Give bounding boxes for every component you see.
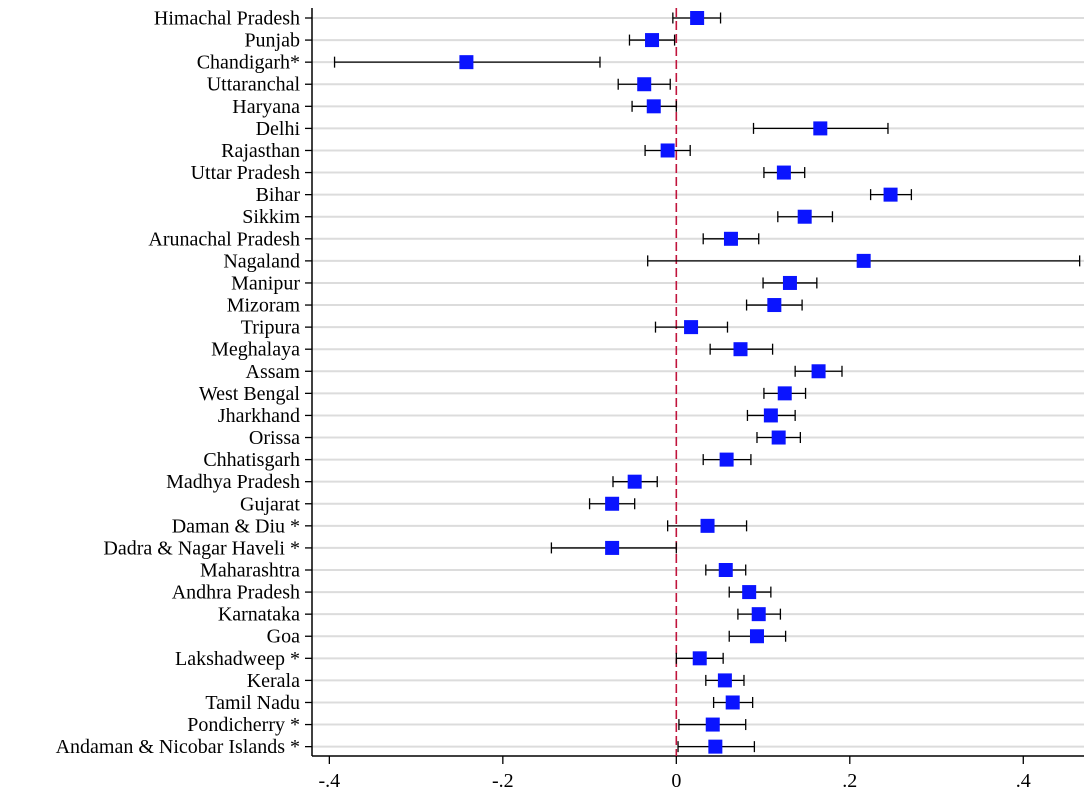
x-tick-label: -.2	[492, 770, 514, 792]
point-estimates	[459, 11, 898, 754]
category-labels: Himachal PradeshPunjabChandigarh*Uttaran…	[56, 8, 301, 759]
category-label: Nagaland	[223, 250, 300, 272]
point-estimate	[718, 563, 733, 577]
category-label: Gujarat	[240, 493, 300, 515]
x-tick-label: .4	[1016, 770, 1031, 792]
point-estimate	[725, 695, 740, 710]
category-label: Himachal Pradesh	[154, 8, 300, 30]
point-estimate	[605, 540, 620, 555]
point-estimate	[813, 121, 828, 136]
x-tick-label: 0	[671, 770, 681, 792]
point-estimate	[883, 187, 898, 202]
x-tick-label: .2	[842, 770, 857, 792]
category-label: Chandigarh*	[197, 52, 300, 74]
category-label: Mizoram	[227, 295, 301, 317]
x-tick-labels: -.4 -.2 0 .2 .4	[319, 770, 1031, 792]
category-label: Dadra & Nagar Haveli *	[103, 537, 300, 559]
category-label: Pondicherry *	[187, 714, 300, 736]
axes	[305, 8, 1084, 764]
category-label: Daman & Diu *	[172, 515, 300, 537]
category-label: Sikkim	[242, 206, 300, 228]
category-label: Jharkhand	[218, 405, 300, 427]
point-estimate	[763, 408, 778, 423]
category-label: Meghalaya	[211, 339, 300, 361]
point-estimate	[797, 209, 812, 224]
category-label: Haryana	[232, 96, 300, 118]
point-estimate	[646, 99, 661, 114]
point-estimate	[782, 275, 797, 290]
point-estimate	[749, 629, 764, 644]
category-label: Punjab	[244, 30, 300, 52]
point-estimate	[777, 386, 792, 401]
point-estimate	[723, 231, 738, 246]
category-label: West Bengal	[199, 383, 301, 405]
category-label: Bihar	[256, 184, 301, 206]
x-tick-label: -.4	[319, 770, 341, 792]
gridlines	[312, 17, 1084, 748]
point-estimate	[692, 651, 707, 666]
point-estimate	[811, 364, 826, 379]
category-label: Tripura	[241, 317, 300, 339]
point-estimate	[705, 717, 720, 732]
point-estimate	[856, 253, 871, 268]
point-estimate	[742, 585, 757, 600]
point-estimate	[645, 33, 660, 48]
category-label: Manipur	[231, 272, 300, 294]
category-label: Rajasthan	[221, 140, 300, 162]
point-estimate	[717, 673, 732, 688]
category-label: Andaman & Nicobar Islands *	[56, 736, 300, 758]
point-estimate	[637, 77, 652, 92]
category-label: Madhya Pradesh	[166, 471, 300, 493]
point-estimate	[605, 496, 620, 511]
category-label: Uttaranchal	[207, 74, 301, 96]
category-label: Kerala	[247, 670, 300, 692]
category-label: Uttar Pradesh	[191, 162, 300, 184]
point-estimate	[690, 11, 705, 25]
error-bars	[333, 12, 1081, 753]
category-label: Lakshadweep *	[175, 648, 300, 670]
point-estimate	[700, 518, 715, 533]
point-estimate	[708, 739, 723, 754]
point-estimate	[771, 430, 786, 445]
category-label: Goa	[267, 626, 300, 648]
category-label: Delhi	[256, 118, 301, 140]
point-estimate	[627, 474, 642, 489]
point-estimate	[776, 165, 791, 180]
category-label: Maharashtra	[200, 560, 300, 582]
point-estimate	[684, 320, 699, 335]
category-label: Arunachal Pradesh	[148, 228, 300, 250]
category-label: Orissa	[249, 427, 300, 449]
point-estimate	[459, 55, 474, 70]
point-estimate	[719, 452, 734, 467]
point-estimate	[733, 342, 748, 357]
point-estimate	[660, 143, 675, 158]
category-label: Andhra Pradesh	[172, 582, 300, 604]
category-label: Assam	[246, 361, 301, 383]
point-estimate	[767, 298, 782, 313]
point-estimate	[751, 607, 766, 622]
category-label: Tamil Nadu	[205, 692, 300, 714]
category-label: Karnataka	[218, 604, 300, 626]
category-label: Chhatisgarh	[203, 449, 300, 471]
